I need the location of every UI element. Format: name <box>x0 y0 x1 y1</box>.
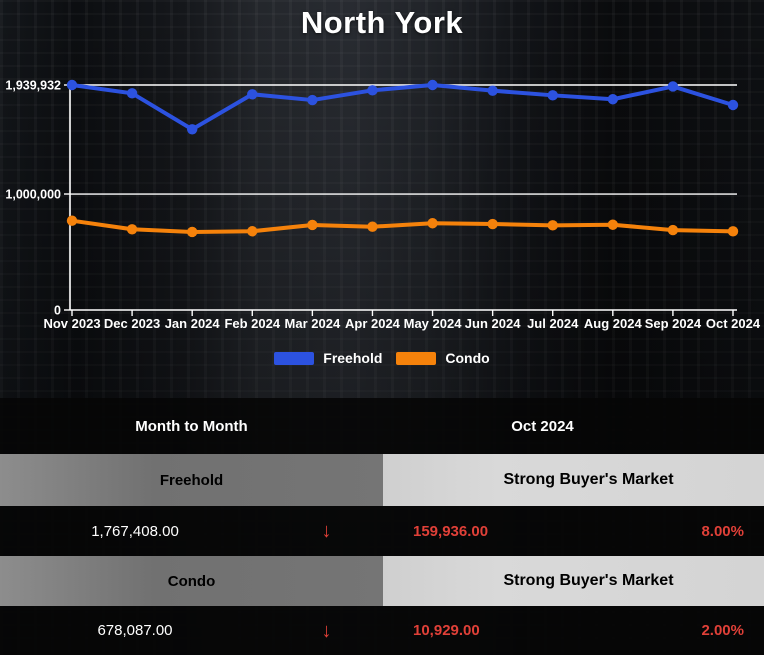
svg-text:Mar 2024: Mar 2024 <box>285 316 341 331</box>
down-arrow-icon: ↓ <box>321 520 332 542</box>
freehold-label: Freehold <box>0 454 383 506</box>
condo-market-status: Strong Buyer's Market <box>383 556 764 606</box>
freehold-values-row: 1,767,408.00 ↓ 159,936.00 8.00% <box>0 506 764 556</box>
legend-label-condo: Condo <box>445 350 490 366</box>
condo-label: Condo <box>0 556 383 606</box>
freehold-change-percent: 8.00% <box>701 522 744 540</box>
svg-text:Apr 2024: Apr 2024 <box>345 316 401 331</box>
legend-label-freehold: Freehold <box>323 350 383 366</box>
freehold-section-row: Freehold Strong Buyer's Market <box>0 454 764 506</box>
freehold-market-status: Strong Buyer's Market <box>383 454 764 506</box>
condo-section-row: Condo Strong Buyer's Market <box>0 556 764 606</box>
header-current-month: Oct 2024 <box>511 417 574 435</box>
svg-text:Sep 2024: Sep 2024 <box>645 316 702 331</box>
svg-text:Nov 2023: Nov 2023 <box>43 316 100 331</box>
market-summary-table: Month to Month Oct 2024 Freehold Strong … <box>0 398 764 655</box>
svg-text:Jan 2024: Jan 2024 <box>165 316 221 331</box>
svg-text:1,939,932: 1,939,932 <box>5 79 61 93</box>
table-header-row: Month to Month Oct 2024 <box>0 398 764 454</box>
svg-text:Aug 2024: Aug 2024 <box>584 316 643 331</box>
condo-change-amount: 10,929.00 <box>413 622 480 639</box>
svg-text:Dec 2023: Dec 2023 <box>104 316 160 331</box>
legend-item-condo[interactable]: Condo <box>396 350 490 366</box>
svg-text:May 2024: May 2024 <box>404 316 463 331</box>
svg-text:Jul 2024: Jul 2024 <box>527 316 579 331</box>
svg-text:1,000,000: 1,000,000 <box>5 188 61 202</box>
chart-legend: Freehold Condo <box>0 350 764 366</box>
legend-item-freehold[interactable]: Freehold <box>274 350 382 366</box>
svg-text:Oct 2024: Oct 2024 <box>706 316 761 331</box>
svg-text:Feb 2024: Feb 2024 <box>224 316 280 331</box>
down-arrow-icon: ↓ <box>321 619 332 642</box>
svg-text:Jun 2024: Jun 2024 <box>465 316 521 331</box>
condo-swatch-icon <box>396 351 437 365</box>
page-title: North York <box>300 5 464 40</box>
condo-change-percent: 2.00% <box>701 622 744 639</box>
freehold-current-price: 1,767,408.00 <box>91 522 179 540</box>
condo-current-price: 678,087.00 <box>97 622 173 639</box>
freehold-change-amount: 159,936.00 <box>413 522 489 540</box>
header-month-to-month: Month to Month <box>135 417 248 435</box>
condo-values-row: 678,087.00 ↓ 10,929.00 2.00% <box>0 606 764 655</box>
svg-text:0: 0 <box>54 304 61 318</box>
freehold-swatch-icon <box>274 351 315 365</box>
